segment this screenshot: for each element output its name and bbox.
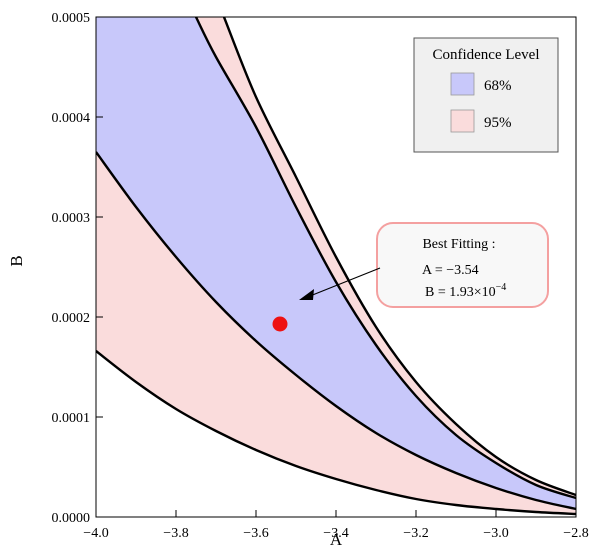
y-tick-label: 0.0003 (52, 211, 91, 226)
annotation-b-value: B = 1.93×10−4 (425, 282, 506, 300)
annotation-a-value: A = −3.54 (422, 263, 479, 278)
annotation-box (376, 222, 549, 308)
annotation-arrowhead (299, 289, 314, 300)
best-fit-annotation: Best Fitting : A = −3.54 B = 1.93×10−4 (299, 222, 549, 308)
legend-swatch-68 (450, 72, 475, 96)
annotation-title: Best Fitting : (422, 237, 495, 252)
contour-68-outer (194, 17, 576, 500)
y-tick-label: 0.0002 (52, 311, 91, 326)
y-tick-label: 0.0001 (52, 411, 91, 426)
x-axis-title: A (330, 530, 343, 548)
x-tick-label: −3.4 (323, 526, 348, 541)
legend: Confidence Level 68% 95% (413, 37, 559, 153)
x-tick-label: −3.2 (403, 526, 428, 541)
legend-label-95: 95% (484, 115, 512, 131)
x-tick-label: −4.0 (83, 526, 108, 541)
confidence-band-68 (96, 17, 576, 509)
y-tick-label: 0.0000 (52, 511, 91, 526)
best-fit-point (272, 316, 288, 332)
y-tick-label: 0.0005 (52, 11, 91, 26)
y-axis-title: B (7, 255, 26, 266)
y-tick-label: 0.0004 (52, 111, 91, 126)
x-tick-label: −3.0 (483, 526, 508, 541)
contour-95-outer (222, 17, 576, 497)
legend-label-68: 68% (484, 78, 512, 94)
legend-title: Confidence Level (432, 47, 539, 63)
x-tick-label: −2.8 (563, 526, 588, 541)
contour-95-inner (96, 350, 576, 516)
contour-68-inner (96, 151, 576, 511)
x-tick-label: −3.8 (163, 526, 188, 541)
annotation-arrow-line (309, 267, 381, 297)
legend-box (413, 37, 559, 153)
x-tick-label: −3.6 (243, 526, 268, 541)
legend-swatch-95 (450, 109, 475, 133)
